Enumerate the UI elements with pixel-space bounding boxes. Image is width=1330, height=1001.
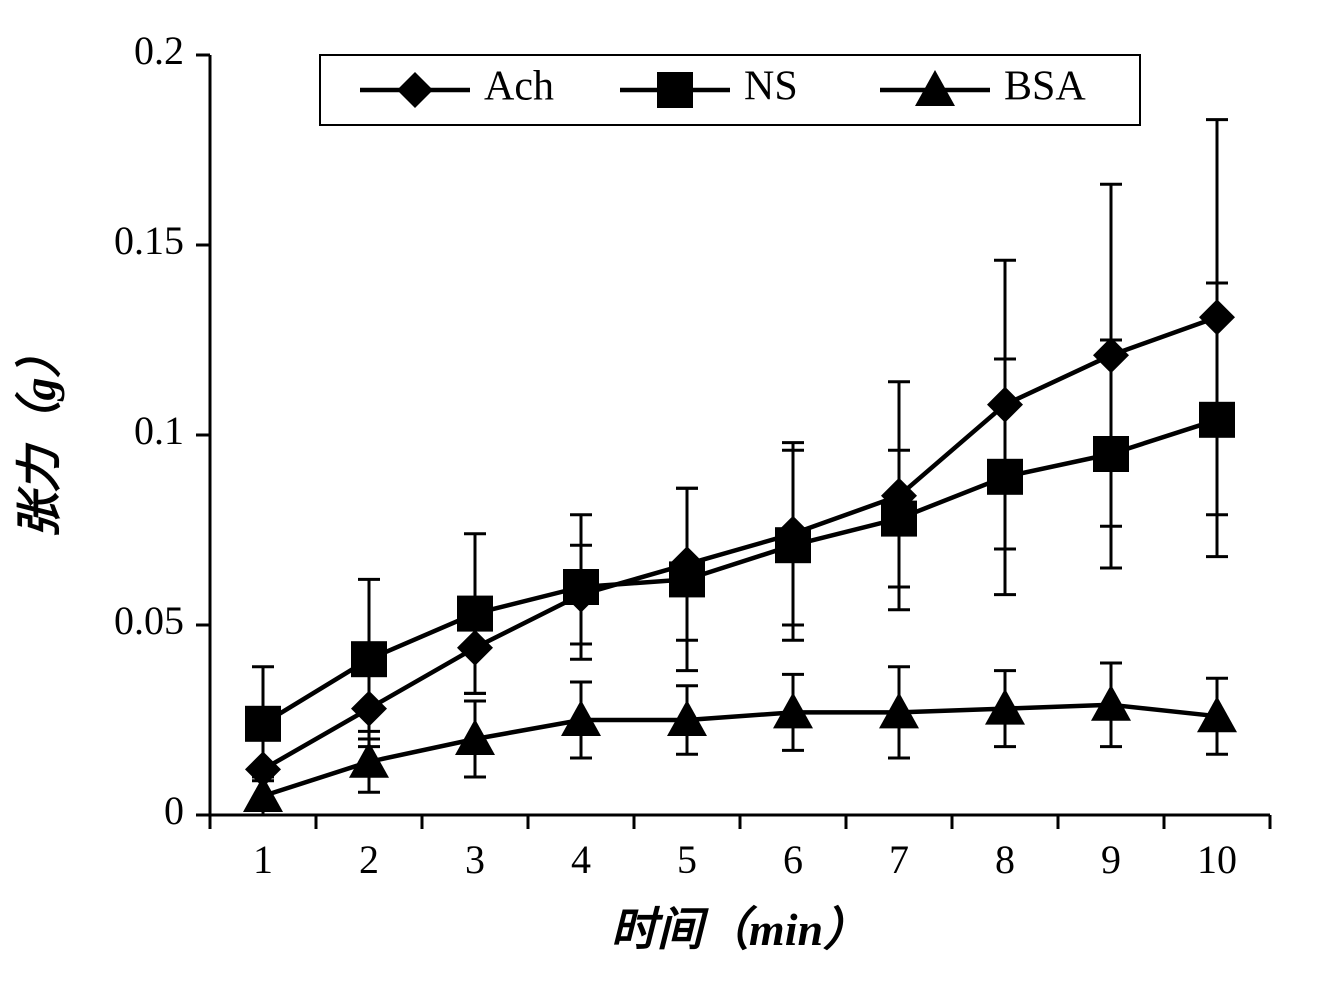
- y-tick-label: 0.2: [134, 28, 184, 73]
- x-tick-label: 3: [465, 837, 485, 882]
- x-tick-label: 1: [253, 837, 273, 882]
- line-chart: 0 0.05 0.1 0.15 0.2 1 2 3 4 5 6 7 8 9 10 张力（g） 时间（min） Ac…: [0, 0, 1330, 1001]
- legend-label: Ach: [484, 64, 554, 110]
- legend-label: NS: [744, 64, 798, 110]
- x-tick-label: 10: [1197, 837, 1237, 882]
- x-tick-label: 6: [783, 837, 803, 882]
- x-tick-label: 9: [1101, 837, 1121, 882]
- y-tick-label: 0: [164, 788, 184, 833]
- x-tick-label: 4: [571, 837, 591, 882]
- x-tick-label: 7: [889, 837, 909, 882]
- x-tick-label: 8: [995, 837, 1015, 882]
- y-axis-label: 张力（g）: [14, 332, 65, 539]
- y-tick-label: 0.05: [114, 598, 184, 643]
- y-tick-label: 0.1: [134, 408, 184, 453]
- y-tick-label: 0.15: [114, 218, 184, 263]
- chart-container: 0 0.05 0.1 0.15 0.2 1 2 3 4 5 6 7 8 9 10 张力（g） 时间（min） Ac…: [0, 0, 1330, 1001]
- x-tick-label: 2: [359, 837, 379, 882]
- legend-label: BSA: [1004, 64, 1086, 110]
- x-tick-label: 5: [677, 837, 697, 882]
- x-axis-label: 时间（min）: [611, 904, 869, 955]
